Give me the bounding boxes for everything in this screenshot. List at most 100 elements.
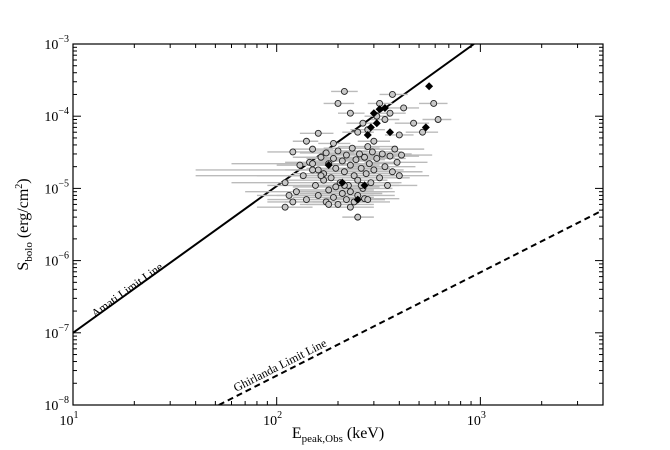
data-point-diamond — [380, 103, 389, 112]
data-point-circle — [334, 147, 342, 155]
y-tick-label: 10−4 — [44, 106, 69, 125]
data-point-circle — [346, 203, 354, 211]
data-point-circle — [419, 128, 426, 136]
data-point-circle — [330, 154, 337, 162]
data-point-circle — [292, 188, 300, 196]
y-axis-label: Sbolo (erg/cm2) — [14, 178, 35, 270]
data-point-circle — [340, 88, 348, 95]
data-point-circle — [317, 172, 325, 180]
data-point-circle — [346, 188, 354, 196]
ticks-layer: 101 102 103 10−8 10−7 10−6 10−5 10−4 10−3 — [44, 34, 604, 429]
data-point-diamond — [338, 178, 347, 187]
data-point-circle — [322, 149, 330, 157]
y-tick-label: 10−5 — [44, 178, 69, 197]
data-point-circle — [352, 156, 360, 164]
data-point-circle — [430, 100, 438, 107]
data-point-circle — [314, 129, 322, 137]
data-point-circle — [289, 198, 297, 206]
data-point-diamond — [324, 161, 333, 170]
y-tick-label: 10−6 — [44, 251, 69, 270]
data-point-circle — [281, 203, 289, 211]
data-point-circle — [325, 200, 333, 208]
data-point-circle — [350, 172, 358, 180]
ghirlanda-limit-line — [218, 209, 603, 405]
data-point-circle — [393, 158, 401, 166]
data-point-circle — [356, 150, 363, 158]
data-point-circle — [289, 148, 297, 156]
data-point-circle — [332, 183, 340, 191]
data-point-circle — [354, 213, 362, 221]
data-point-circle — [348, 144, 356, 152]
data-point-diamond — [375, 105, 384, 114]
data-point-circle — [400, 104, 408, 112]
y-tick-label: 10−3 — [44, 34, 69, 53]
data-point-circle — [327, 174, 335, 182]
amati-limit-line — [73, 44, 475, 334]
data-point-circle — [386, 152, 394, 160]
data-point-circle — [330, 139, 337, 147]
data-point-circle — [410, 119, 418, 127]
data-point-circle — [342, 151, 350, 159]
data-point-circle — [376, 174, 384, 182]
data-point-circle — [325, 186, 333, 194]
data-point-circle — [381, 116, 389, 123]
data-point-circle — [302, 196, 310, 204]
y-tick-label: 10−8 — [44, 395, 69, 414]
data-point-diamond — [372, 119, 381, 128]
data-point-diamond — [353, 195, 362, 204]
data-point-circle — [334, 100, 342, 107]
data-point-circle — [434, 116, 442, 123]
data-point-circle — [365, 160, 373, 168]
plot-frame — [72, 43, 604, 406]
axes-frame — [72, 43, 604, 406]
data-point-circle — [299, 172, 307, 180]
data-point-circle — [395, 172, 403, 180]
data-point-circle — [370, 166, 378, 174]
data-point-circle — [359, 119, 367, 127]
data-point-circle — [346, 109, 354, 117]
data-point-circle — [332, 164, 340, 172]
data-point-circle — [346, 161, 354, 169]
data-point-circle — [314, 166, 322, 174]
data-point-circle — [378, 150, 386, 158]
ghirlanda-line-label: Ghirlanda Limit Line — [231, 336, 329, 395]
data-point-circle — [362, 170, 370, 178]
data-point-diamond — [385, 128, 394, 137]
data-point-circle — [357, 164, 365, 172]
data-point-circle — [281, 179, 289, 187]
data-point-circle — [373, 154, 381, 162]
data-point-circle — [370, 137, 378, 145]
data-point-circle — [330, 193, 337, 201]
data-point-circle — [388, 168, 396, 176]
data-point-circle — [296, 161, 304, 169]
data-point-circle — [388, 91, 396, 98]
data-point-circle — [302, 137, 310, 145]
x-axis-label: Epeak,Obs (keV) — [292, 425, 384, 445]
data-point-circle — [312, 181, 319, 189]
data-point-circle — [309, 160, 317, 168]
data-point-circle — [398, 151, 405, 159]
data-point-diamond — [369, 109, 378, 118]
data-point-circle — [368, 148, 376, 156]
data-point-circle — [338, 190, 346, 197]
y-tick-label: 10−7 — [44, 323, 69, 342]
data-point-circle — [367, 179, 375, 187]
data-point-circle — [361, 153, 368, 161]
data-point-circle — [386, 109, 394, 117]
data-point-diamond — [425, 82, 434, 91]
limit-lines-layer — [73, 44, 603, 405]
data-point-circle — [381, 163, 389, 171]
data-point-diamond — [366, 123, 375, 132]
data-point-circle — [334, 200, 342, 208]
data-point-circle — [395, 131, 403, 139]
data-point-circle — [309, 145, 317, 153]
points-layer — [281, 82, 442, 221]
x-tick-label: 101 — [60, 410, 79, 429]
data-point-circle — [342, 196, 350, 204]
data-point-diamond — [363, 130, 372, 139]
data-point-circle — [364, 143, 372, 150]
data-point-circle — [391, 145, 399, 153]
amati-line-label: Amati Limit Line — [89, 260, 166, 321]
data-point-circle — [354, 176, 362, 184]
